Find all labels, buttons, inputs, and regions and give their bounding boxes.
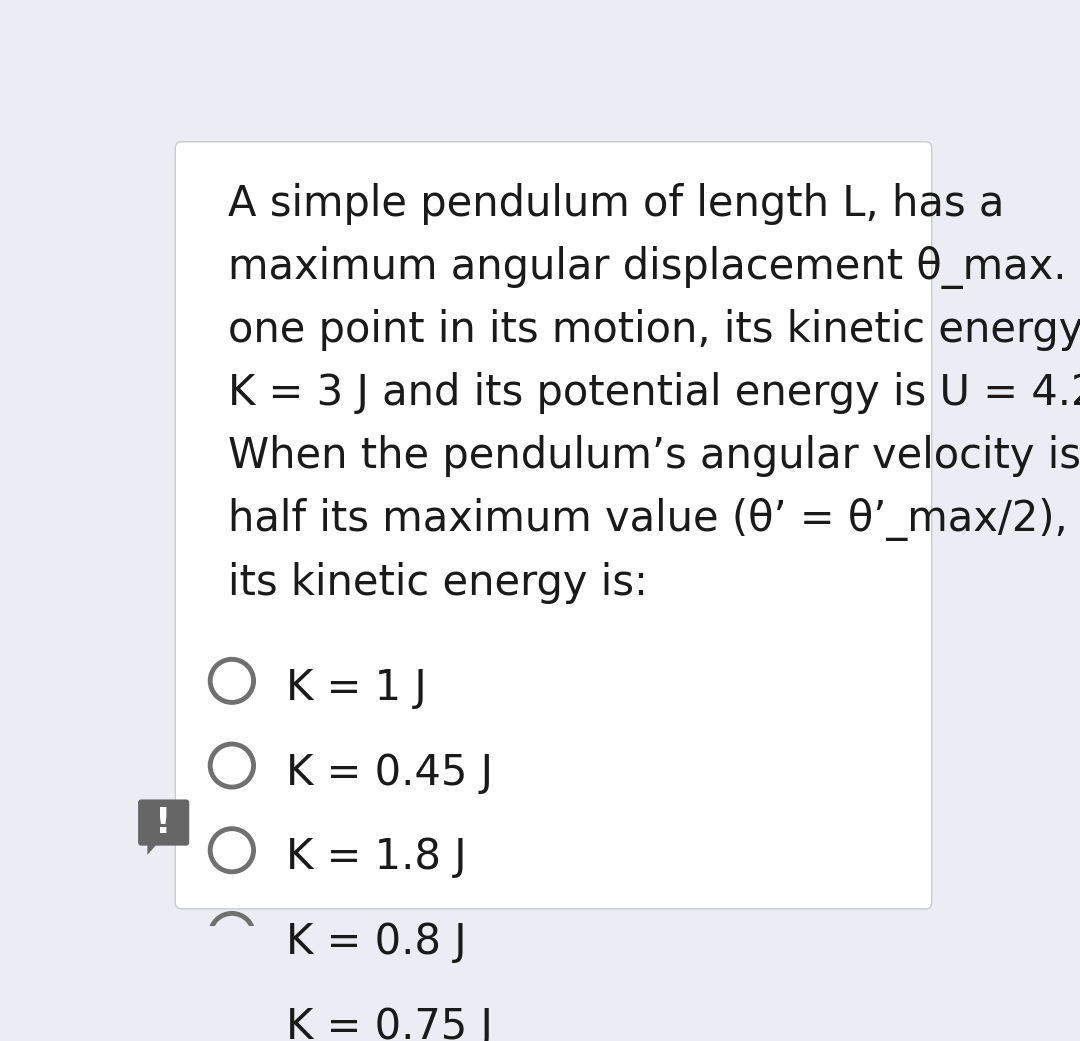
Text: K = 0.45 J: K = 0.45 J (286, 752, 494, 793)
Text: one point in its motion, its kinetic energy is: one point in its motion, its kinetic ene… (228, 309, 1080, 351)
Text: K = 1 J: K = 1 J (286, 667, 427, 709)
Text: maximum angular displacement θ_max. At: maximum angular displacement θ_max. At (228, 246, 1080, 288)
Text: K = 3 J and its potential energy is U = 4.2 J.: K = 3 J and its potential energy is U = … (228, 372, 1080, 414)
Text: K = 1.8 J: K = 1.8 J (286, 836, 467, 879)
Polygon shape (147, 842, 159, 855)
FancyBboxPatch shape (138, 799, 189, 845)
Text: A simple pendulum of length L, has a: A simple pendulum of length L, has a (228, 182, 1004, 225)
Text: half its maximum value (θ’ = θ’_max/2), then: half its maximum value (θ’ = θ’_max/2), … (228, 499, 1080, 541)
Text: !: ! (156, 806, 172, 839)
Text: When the pendulum’s angular velocity is: When the pendulum’s angular velocity is (228, 435, 1080, 477)
Text: its kinetic energy is:: its kinetic energy is: (228, 561, 648, 604)
FancyBboxPatch shape (175, 142, 932, 909)
Text: K = 0.75 J: K = 0.75 J (286, 1006, 492, 1041)
Text: K = 0.8 J: K = 0.8 J (286, 921, 467, 963)
